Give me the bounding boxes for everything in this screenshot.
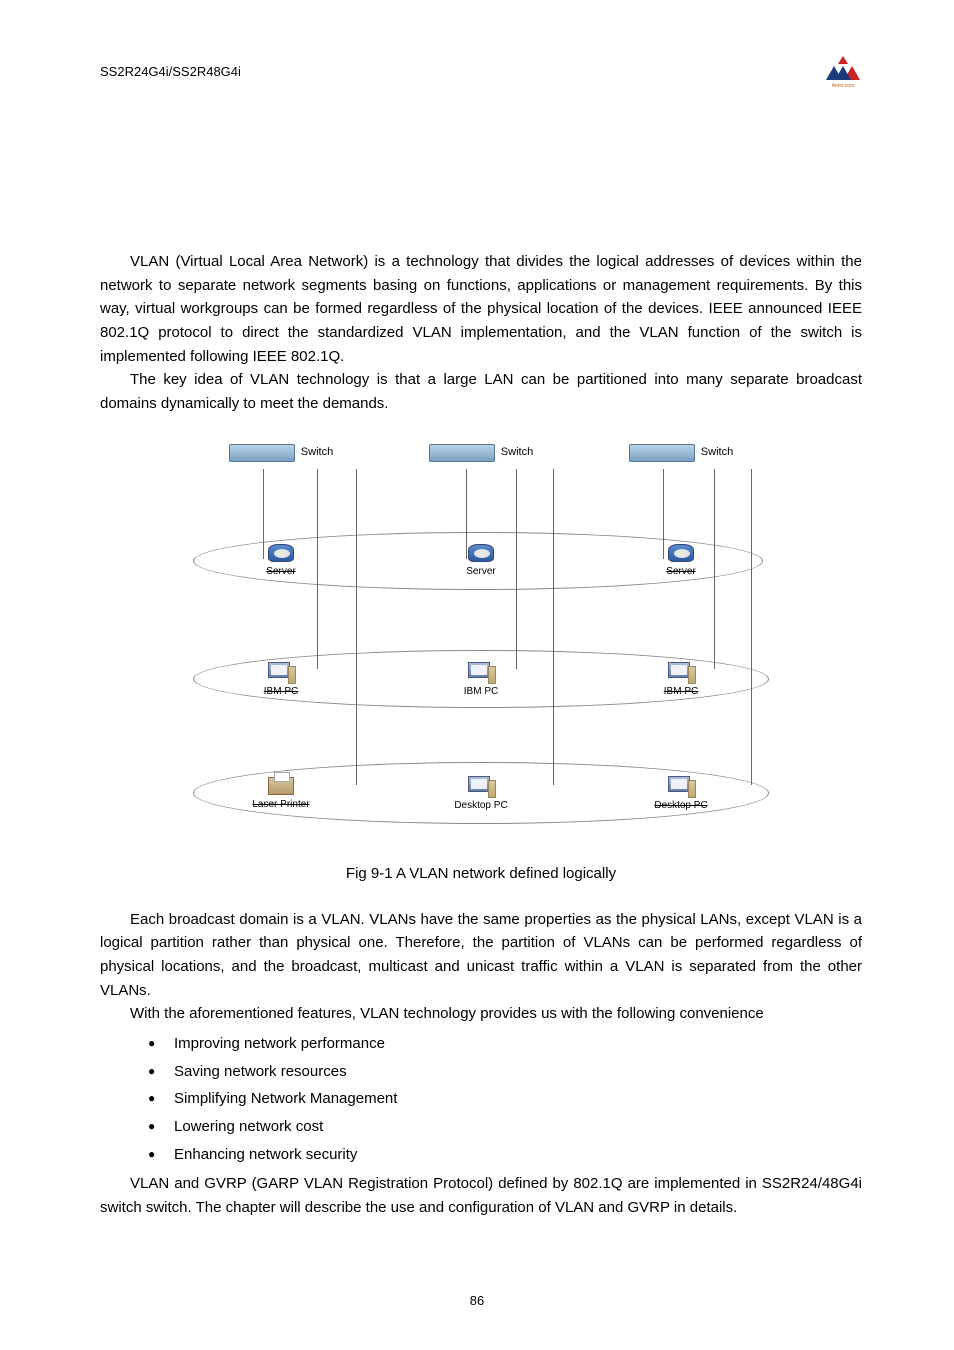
page-number: 86 [0, 1293, 954, 1308]
paragraph-1: VLAN (Virtual Local Area Network) is a t… [100, 250, 862, 368]
paragraph-5: VLAN and GVRP (GARP VLAN Registration Pr… [100, 1172, 862, 1219]
pc-label: IBM PC [264, 684, 298, 700]
svg-text:Amer.com: Amer.com [832, 83, 855, 88]
switch-node-3: Switch [581, 444, 781, 462]
link-line [751, 469, 752, 785]
server-node-2: Server [381, 544, 581, 580]
switch-icon [629, 444, 695, 462]
list-item: Enhancing network security [148, 1141, 862, 1169]
switch-label: Switch [301, 444, 333, 461]
switch-icon [429, 444, 495, 462]
printer-label: Laser Printer [252, 797, 309, 813]
pc-icon [268, 662, 294, 684]
desktop-node-1: Desktop PC [381, 776, 581, 814]
pc-label: IBM PC [464, 684, 498, 700]
pc-node-3: IBM PC [581, 662, 781, 700]
pc-node-1: IBM PC [181, 662, 381, 700]
pc-label: IBM PC [664, 684, 698, 700]
list-item: Lowering network cost [148, 1113, 862, 1141]
list-item: Simplifying Network Management [148, 1085, 862, 1113]
printer-icon [268, 777, 294, 795]
switch-label: Switch [501, 444, 533, 461]
doc-id: SS2R24G4i/SS2R48G4i [100, 64, 241, 79]
desktop-node-2: Desktop PC [581, 776, 781, 814]
paragraph-2: The key idea of VLAN technology is that … [100, 368, 862, 415]
list-item: Improving network performance [148, 1030, 862, 1058]
desktop-label: Desktop PC [454, 798, 507, 814]
switch-node-1: Switch [181, 444, 381, 462]
printer-node: Laser Printer [181, 777, 381, 813]
amer-logo: Amer.com [824, 54, 862, 88]
server-node-1: Server [181, 544, 381, 580]
paragraph-4: With the aforementioned features, VLAN t… [100, 1002, 862, 1026]
switch-label: Switch [701, 444, 733, 461]
server-label: Server [466, 564, 495, 580]
server-node-3: Server [581, 544, 781, 580]
pc-node-2: IBM PC [381, 662, 581, 700]
server-icon [668, 544, 694, 562]
link-line [553, 469, 554, 785]
pc-icon [668, 662, 694, 684]
server-label: Server [266, 564, 295, 580]
server-label: Server [666, 564, 695, 580]
switch-icon [229, 444, 295, 462]
server-icon [468, 544, 494, 562]
vlan-topology-diagram: Switch Switch Switch Server Server [181, 444, 781, 844]
switch-node-2: Switch [381, 444, 581, 462]
pc-icon [468, 662, 494, 684]
feature-list: Improving network performance Saving net… [100, 1030, 862, 1168]
desktop-label: Desktop PC [654, 798, 707, 814]
pc-icon [668, 776, 694, 798]
server-icon [268, 544, 294, 562]
list-item: Saving network resources [148, 1058, 862, 1086]
link-line [356, 469, 357, 785]
paragraph-3: Each broadcast domain is a VLAN. VLANs h… [100, 908, 862, 1003]
pc-icon [468, 776, 494, 798]
figure-caption: Fig 9-1 A VLAN network defined logically [100, 862, 862, 886]
